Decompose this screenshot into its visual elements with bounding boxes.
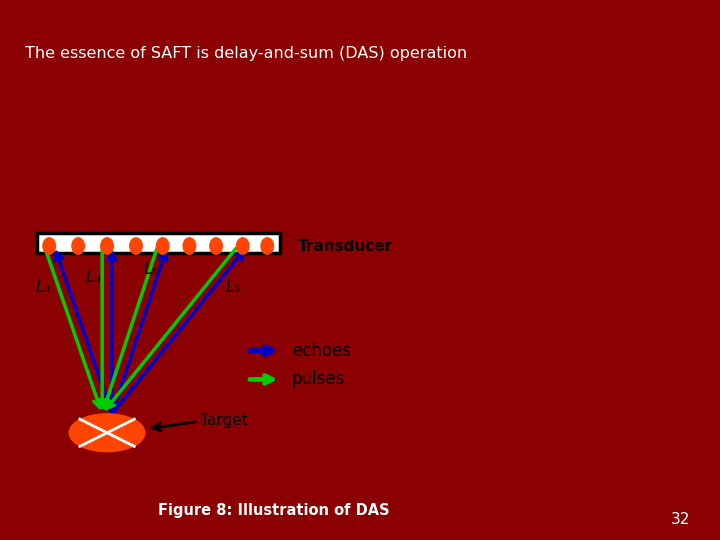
- Ellipse shape: [156, 238, 169, 254]
- Text: pulses: pulses: [292, 370, 345, 388]
- Ellipse shape: [72, 238, 84, 254]
- Text: L₁: L₁: [35, 278, 51, 296]
- Ellipse shape: [101, 238, 113, 254]
- Text: Figure 8: Illustration of DAS: Figure 8: Illustration of DAS: [158, 503, 390, 518]
- Text: echoes: echoes: [292, 342, 351, 360]
- Ellipse shape: [43, 238, 55, 254]
- Text: 32: 32: [671, 512, 690, 527]
- Text: Target: Target: [200, 413, 248, 428]
- Ellipse shape: [237, 238, 249, 254]
- Ellipse shape: [261, 238, 274, 254]
- Bar: [37, 233, 279, 253]
- Text: L₃: L₃: [86, 268, 102, 286]
- Text: L₆: L₆: [143, 260, 160, 278]
- Ellipse shape: [69, 414, 145, 451]
- Ellipse shape: [210, 238, 222, 254]
- Text: Transducer: Transducer: [297, 239, 392, 253]
- Text: L₉: L₉: [226, 278, 242, 296]
- Ellipse shape: [183, 238, 196, 254]
- Ellipse shape: [130, 238, 143, 254]
- Text: The essence of SAFT is delay-and-sum (DAS) operation: The essence of SAFT is delay-and-sum (DA…: [25, 46, 467, 61]
